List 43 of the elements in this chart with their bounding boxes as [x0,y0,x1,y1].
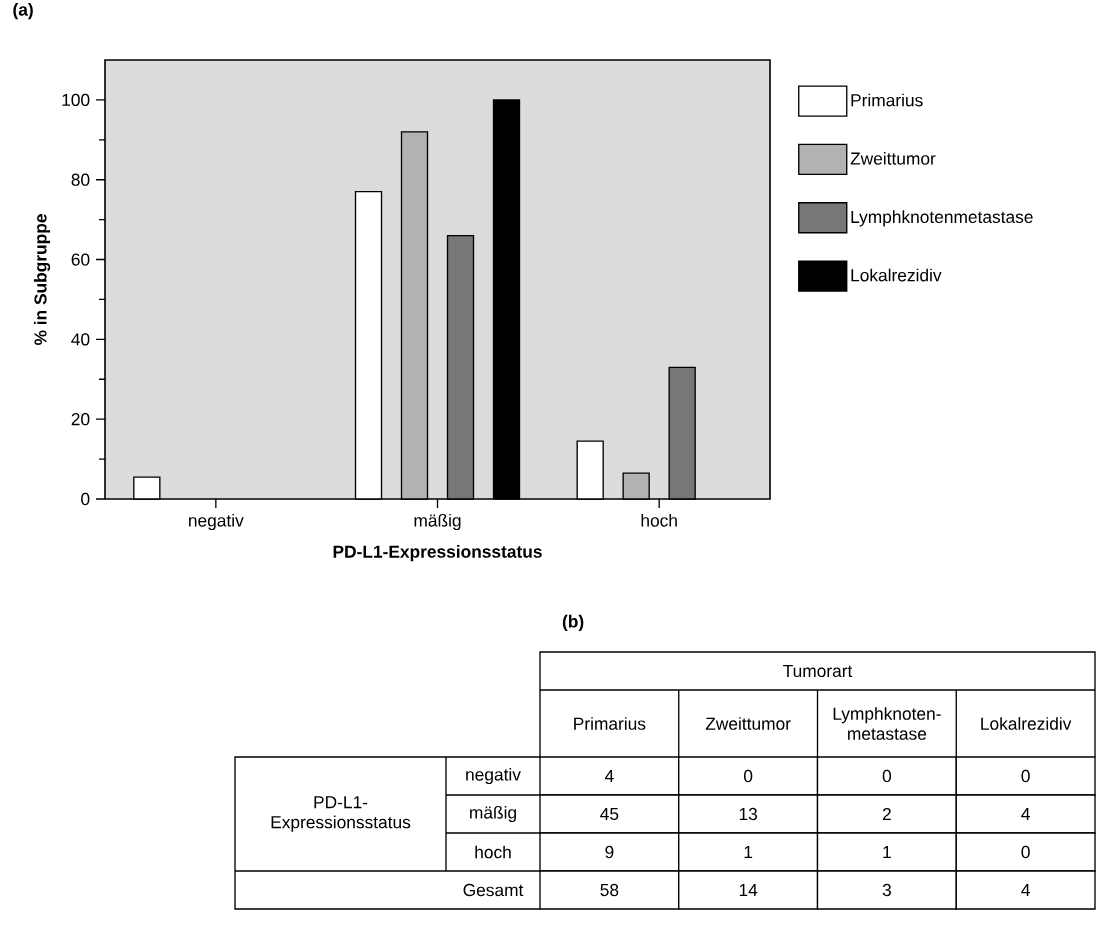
y-axis-title: % in Subgruppe [33,214,51,346]
x-tick-label: Primarius [574,717,646,730]
y-tick-label: 80 [71,173,90,186]
y-tick-label: 40 [71,333,90,346]
data-label: 58 [600,883,619,897]
y-tick-label: 100 [62,93,90,107]
x-tick-label: hoch [641,513,677,527]
chart-title: (a) [13,3,33,20]
data-label: 4 [1021,808,1030,820]
x-tick-label: negativ [189,513,244,531]
y-tick-label: negativ [466,767,521,785]
chart-title: (b) [562,614,584,632]
data-label: 9 [605,845,614,859]
legend-label: Zweittumor [850,151,936,165]
data-label: 0 [882,769,892,783]
legend-label: Lokalrezidiv [851,268,942,282]
y-tick-label: Gesamt [463,883,524,897]
legend-label: Lymphknotenmetastase [851,210,1033,227]
y-axis-title: PD-L1-Expressionsstatus [271,796,411,832]
y-tick-label: 20 [71,413,90,426]
data-label: 1 [744,846,753,858]
data-label: 0 [1021,845,1030,859]
x-tick-label: Lymphknoten-metastase [833,707,941,740]
y-tick-label: hoch [475,845,511,859]
data-label: 1 [883,846,891,858]
data-label: 0 [1021,769,1030,783]
x-tick-label: Lokalrezidiv [981,717,1072,730]
legend-label: Primarius [851,93,923,107]
data-label: 3 [882,883,891,897]
data-label: 13 [739,807,758,821]
x-tick-label: Zweittumor [705,717,791,730]
data-label: 4 [1021,884,1030,896]
x-tick-label: mäßig [414,513,461,531]
data-label: 2 [882,807,891,821]
y-tick-label: 60 [71,253,90,266]
data-label: 45 [600,807,619,821]
data-label: 14 [739,884,758,896]
x-axis-title: Tumorart [783,664,853,678]
y-tick-label: 0 [81,492,90,506]
y-tick-label: mäßig [470,805,516,823]
data-label: 4 [604,770,614,782]
data-label: 0 [743,769,753,783]
x-axis-title: PD-L1-Expressionsstatus [333,545,542,562]
